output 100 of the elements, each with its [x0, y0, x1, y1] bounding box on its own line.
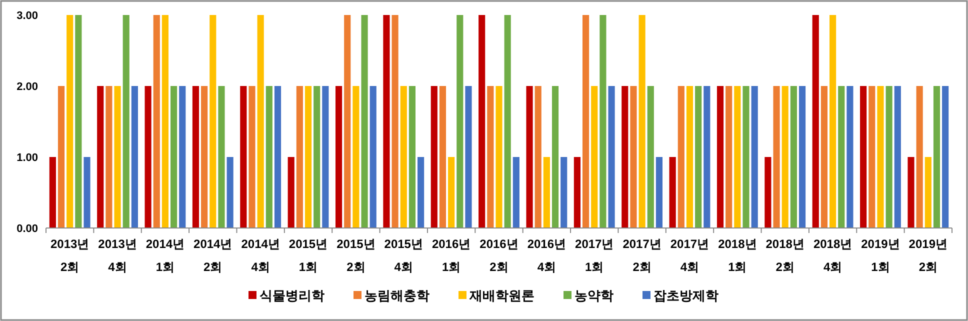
bar: [344, 15, 351, 228]
bar: [392, 15, 398, 228]
bar: [274, 86, 282, 228]
bar: [210, 15, 216, 228]
bar: [418, 157, 424, 228]
bar: [465, 86, 472, 228]
bar: [820, 86, 828, 228]
bar: [97, 86, 104, 228]
bar: [860, 86, 867, 228]
bar: [192, 86, 200, 228]
bar: [704, 86, 710, 228]
bar: [296, 86, 303, 228]
bar: [669, 157, 676, 228]
legend-label: 농림해충학: [364, 288, 430, 303]
bar: [504, 15, 511, 228]
bar: [630, 86, 637, 228]
bar: [335, 86, 342, 228]
bar: [647, 86, 654, 228]
bar: [144, 86, 152, 228]
bar: [678, 86, 684, 228]
bar: [838, 86, 845, 228]
bar: [153, 15, 160, 228]
bar: [370, 86, 376, 228]
bar: [322, 86, 329, 228]
bar: [868, 86, 876, 228]
bar: [908, 157, 914, 228]
bar: [686, 86, 694, 228]
legend-label: 재배학원론: [468, 288, 534, 303]
bar: [798, 86, 806, 228]
x-tick-label: 2015년 2회: [336, 237, 376, 274]
bar: [560, 157, 568, 228]
bar: [114, 86, 121, 228]
bar: [487, 86, 494, 228]
bar: [226, 157, 234, 228]
y-tick-label: 1.00: [16, 152, 38, 164]
bar: [106, 86, 112, 228]
x-tick-label: 2013년 2회: [50, 237, 90, 274]
y-tick-label: 0.00: [16, 223, 38, 235]
x-tick-label: 2014년 2회: [194, 237, 232, 274]
bar: [790, 86, 797, 228]
x-tick-label: 2013년 4회: [98, 237, 137, 274]
bar: [942, 86, 949, 228]
bar: [257, 15, 264, 228]
bar: [830, 15, 836, 228]
bar: [456, 15, 464, 228]
bar: [162, 15, 168, 228]
bar: [439, 86, 446, 228]
bar: [122, 15, 130, 228]
bar: [526, 86, 533, 228]
x-tick-label: 2019년 2회: [908, 237, 948, 274]
bar: [179, 86, 186, 228]
bar: [894, 86, 901, 228]
bar: [695, 86, 702, 228]
bar: [846, 86, 854, 228]
bar: [656, 157, 663, 228]
bar: [430, 86, 438, 228]
bar: [600, 15, 606, 228]
bar: [408, 86, 416, 228]
bar: [582, 15, 590, 228]
x-tick-label: 2019년 1회: [861, 237, 900, 274]
bar: [734, 86, 741, 228]
bar: [534, 86, 542, 228]
legend-label: 잡초방제학: [654, 288, 718, 303]
bar: [218, 86, 225, 228]
x-tick-label: 2016년 2회: [480, 237, 518, 274]
y-tick-label: 2.00: [16, 81, 38, 93]
bar: [383, 15, 390, 228]
bar: [552, 86, 559, 228]
x-tick-label: 2017년 1회: [575, 237, 614, 274]
bar: [782, 86, 788, 228]
bar: [131, 86, 138, 228]
bar: [916, 86, 923, 228]
bar: [170, 86, 178, 228]
bar: [248, 86, 256, 228]
x-tick-label: 2018년 2회: [766, 237, 804, 274]
bar: [622, 86, 628, 228]
bar: [933, 86, 940, 228]
bar: [66, 15, 74, 228]
x-tick-label: 2015년 1회: [288, 237, 328, 274]
bar: [751, 86, 758, 228]
x-tick-label: 2014년 1회: [146, 237, 185, 274]
bar: [726, 86, 732, 228]
bar: [877, 86, 884, 228]
bar: [742, 86, 750, 228]
bar: [773, 86, 780, 228]
y-tick-label: 3.00: [16, 10, 38, 22]
legend-label: 농약학: [574, 288, 614, 303]
x-tick-label: 2018년 1회: [718, 237, 757, 274]
bar: [543, 157, 550, 228]
bar: [512, 157, 520, 228]
bar: [49, 157, 56, 228]
bar: [314, 86, 320, 228]
bar: [400, 86, 407, 228]
bar: [352, 86, 360, 228]
bar: [924, 157, 932, 228]
bar: [75, 15, 82, 228]
bar: [496, 86, 502, 228]
x-tick-label: 2018년 4회: [813, 237, 852, 274]
bar: [638, 15, 646, 228]
bar: [201, 86, 208, 228]
